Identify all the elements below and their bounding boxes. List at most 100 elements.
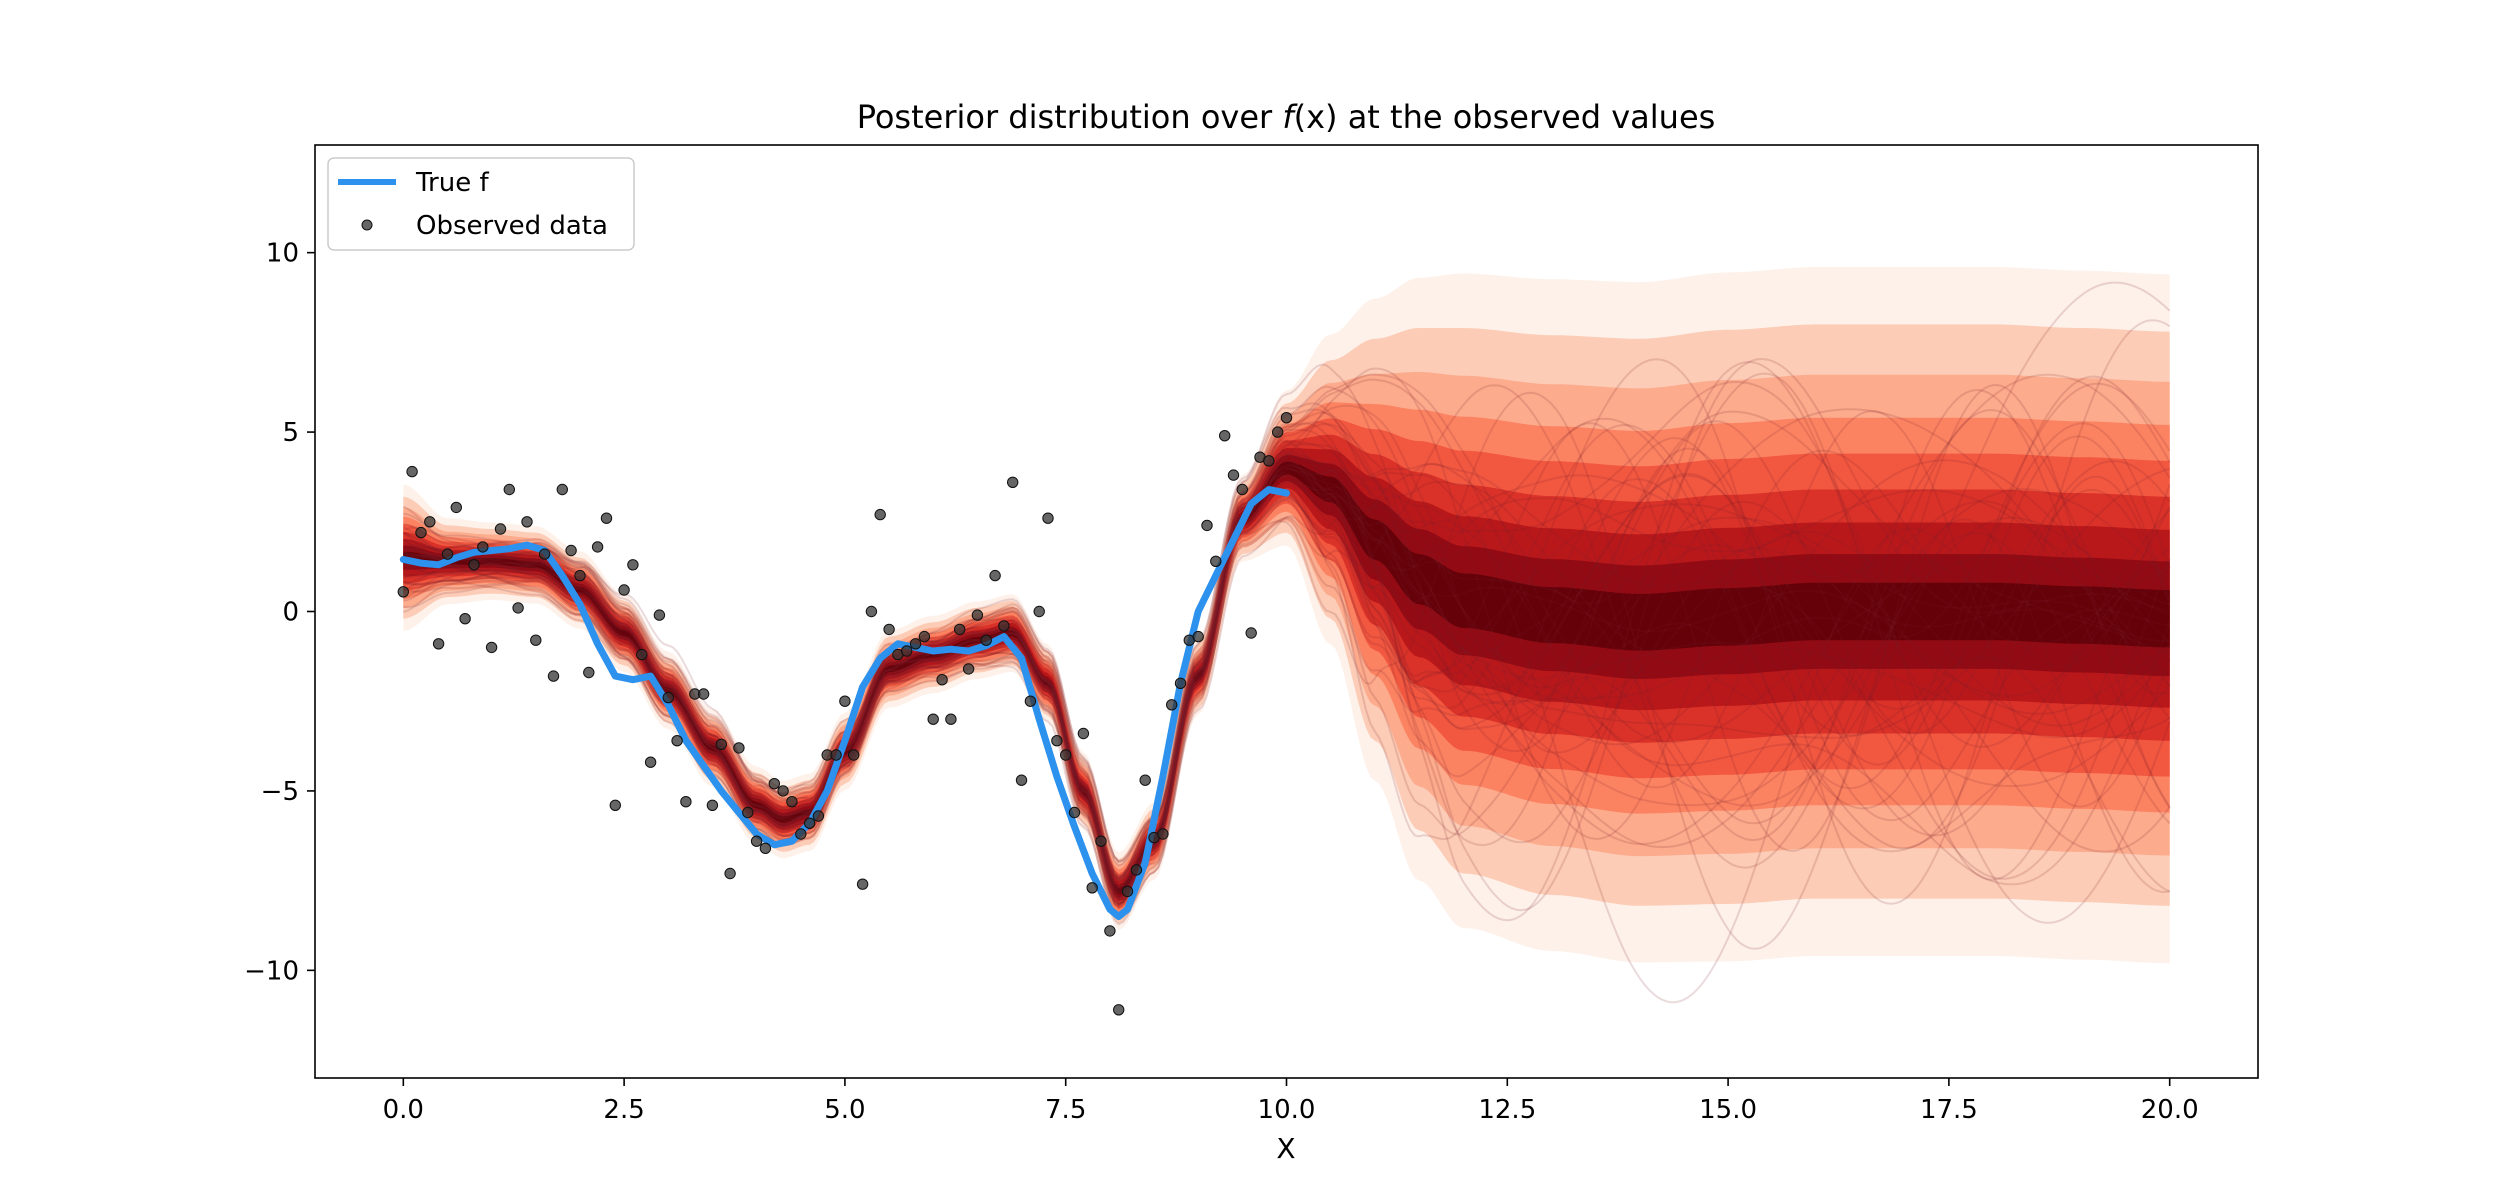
observed-point <box>989 569 1001 582</box>
posterior-sample-line <box>403 378 2171 900</box>
observed-point <box>1015 774 1028 786</box>
posterior-sample-line <box>403 388 2171 884</box>
observed-point <box>618 584 630 596</box>
x-tick-label: 15.0 <box>1699 1095 1757 1125</box>
posterior-sample-line <box>402 459 2171 904</box>
observed-point <box>583 666 595 679</box>
observed-point <box>1024 695 1037 707</box>
posterior-sample-line <box>403 423 2171 907</box>
observed-point <box>848 749 860 761</box>
observed-point <box>406 465 418 478</box>
x-tick-label: 0.0 <box>383 1095 424 1125</box>
posterior-sample-line <box>403 474 2171 901</box>
observed-point <box>653 609 666 621</box>
observed-point <box>909 638 922 650</box>
x-tick-label: 2.5 <box>603 1095 644 1125</box>
observed-point <box>1210 555 1222 567</box>
observed-point <box>1077 727 1090 740</box>
observed-point <box>936 674 948 686</box>
posterior-sample-line <box>403 358 2171 905</box>
posterior-sample-line <box>403 404 2170 918</box>
observed-point <box>971 609 984 621</box>
observed-point <box>777 785 789 797</box>
observed-point <box>424 516 436 528</box>
observed-point <box>1095 835 1107 847</box>
observed-point <box>1068 806 1081 819</box>
observed-point <box>918 630 931 643</box>
chart-title: Posterior distribution over f(x) at the … <box>857 98 1716 136</box>
observed-point <box>468 559 480 571</box>
legend-true-f-label: True f <box>415 168 489 198</box>
y-tick-label: −5 <box>261 777 299 807</box>
true-f-line <box>399 486 1290 920</box>
x-tick-label: 17.5 <box>1920 1095 1978 1125</box>
observed-point <box>697 688 710 700</box>
posterior-sample-line <box>403 443 2170 891</box>
observed-point <box>1245 627 1257 639</box>
observed-point <box>874 508 886 521</box>
x-axis-label: X <box>1276 1132 1295 1165</box>
observed-point <box>706 799 719 811</box>
posterior-sample-line <box>402 422 2171 878</box>
observed-point <box>768 778 780 790</box>
observed-point <box>1280 412 1293 424</box>
observed-point <box>547 670 560 682</box>
observed-point <box>1263 455 1275 467</box>
observed-point <box>927 713 939 725</box>
posterior-sample-line <box>402 411 2170 906</box>
observed-point <box>441 548 454 560</box>
observed-point <box>962 663 975 675</box>
posterior-sample-line <box>402 420 2171 905</box>
posterior-sample-line <box>403 375 2171 920</box>
observed-point <box>609 799 621 811</box>
observed-point <box>662 691 674 704</box>
observed-point <box>1219 430 1231 442</box>
observed-point <box>450 501 462 514</box>
posterior-sample-line <box>402 410 2171 900</box>
observed-point <box>998 620 1010 632</box>
posterior-sample-line <box>402 373 2171 907</box>
observed-point <box>636 648 648 661</box>
observed-point <box>812 810 825 822</box>
x-tick-label: 7.5 <box>1045 1095 1086 1125</box>
observed-point <box>883 623 895 636</box>
observed-point <box>494 523 507 535</box>
observed-point <box>786 796 798 808</box>
observed-point <box>1272 426 1284 438</box>
observed-point <box>1086 882 1098 894</box>
observed-point <box>733 742 745 754</box>
posterior-sample-line <box>402 499 2171 880</box>
observed-point <box>865 605 878 618</box>
posterior-sample-line <box>403 453 2171 892</box>
x-axis: 0.0 2.5 5.0 7.5 10.0 12.5 15.0 17.5 20.0 <box>383 1078 2199 1125</box>
observed-point <box>1166 699 1178 711</box>
observed-point <box>724 867 736 880</box>
observed-point <box>759 842 772 854</box>
observed-point <box>459 613 471 625</box>
observed-point <box>1174 677 1187 689</box>
observed-point <box>1121 885 1134 898</box>
observed-point <box>600 512 613 524</box>
posterior-sample-line <box>403 358 2170 912</box>
observed-point <box>1051 735 1063 747</box>
posterior-sample-line <box>402 424 2171 893</box>
observed-point <box>1236 483 1249 496</box>
observed-point <box>901 645 913 657</box>
observed-point <box>795 828 807 840</box>
observed-point <box>1157 828 1169 840</box>
posterior-sample-line <box>402 319 2171 878</box>
observed-point <box>432 638 445 650</box>
observed-point <box>591 541 604 553</box>
x-tick-label: 20.0 <box>2141 1095 2199 1125</box>
observed-point <box>1130 864 1143 876</box>
observed-point <box>803 817 816 829</box>
observed-point <box>980 634 992 646</box>
plot-area <box>397 267 2171 1016</box>
posterior-sample-line <box>403 461 2171 867</box>
posterior-sample-line <box>402 462 2171 894</box>
posterior-sample-line <box>402 487 2171 863</box>
posterior-sample-line <box>403 380 2171 926</box>
observed-point <box>1060 749 1072 761</box>
observed-point <box>954 623 966 636</box>
posterior-sample-line <box>403 360 2171 922</box>
